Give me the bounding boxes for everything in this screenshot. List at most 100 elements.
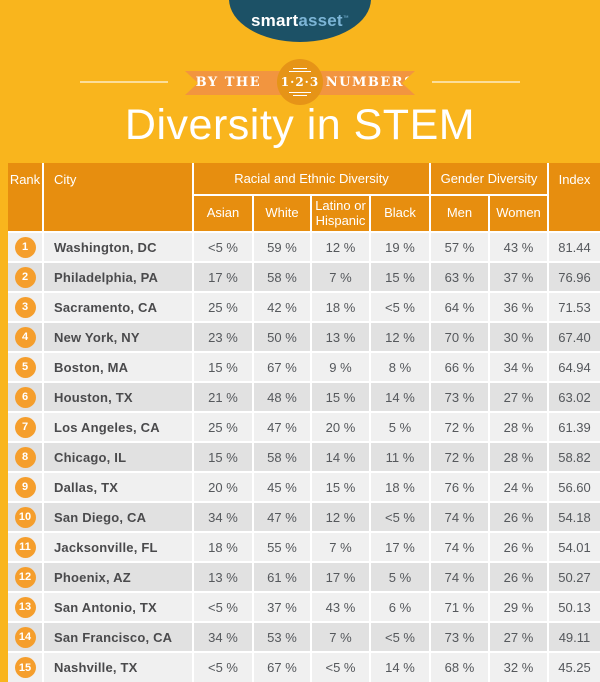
table-row: 4 New York, NY 23 % 50 % 13 % 12 % 70 % … [7,321,600,353]
decorative-line [293,95,307,96]
latino-cell: 9 % [310,351,371,383]
city-cell: San Francisco, CA [42,621,194,653]
rank-cell: 13 [7,591,44,623]
men-cell: 73 % [429,381,490,413]
women-cell: 37 % [488,261,549,293]
black-cell: 14 % [369,651,431,682]
smartasset-logo-text: smartasset™ [251,11,349,31]
index-cell: 54.01 [547,531,600,563]
page-title: Diversity in STEM [124,101,476,149]
men-cell: 70 % [429,321,490,353]
black-cell: 11 % [369,441,431,473]
asian-cell: <5 % [192,591,254,623]
black-cell: <5 % [369,291,431,323]
white-cell: 67 % [252,351,312,383]
black-cell: 18 % [369,471,431,503]
trademark-symbol: ™ [342,15,349,22]
white-cell: 59 % [252,231,312,263]
table-row: 15 Nashville, TX <5 % 67 % <5 % 14 % 68 … [7,651,600,682]
rank-cell: 6 [7,381,44,413]
ribbon-right-label: NUMBERS [325,75,415,90]
city-cell: Nashville, TX [42,651,194,682]
rank-cell: 15 [7,651,44,682]
city-cell: Sacramento, CA [42,291,194,323]
table-row: 7 Los Angeles, CA 25 % 47 % 20 % 5 % 72 … [7,411,600,443]
men-cell: 76 % [429,471,490,503]
white-cell: 55 % [252,531,312,563]
white-cell: 53 % [252,621,312,653]
latino-cell: 15 % [310,471,371,503]
rank-badge: 14 [14,626,36,648]
black-cell: <5 % [369,501,431,533]
table-row: 2 Philadelphia, PA 17 % 58 % 7 % 15 % 63… [7,261,600,293]
women-cell: 26 % [488,561,549,593]
city-cell: Philadelphia, PA [42,261,194,293]
latino-cell: 43 % [310,591,371,623]
men-cell: 74 % [429,501,490,533]
latino-cell: 14 % [310,441,371,473]
asian-cell: 15 % [192,441,254,473]
col-header-index: Index [547,162,600,233]
index-cell: 49.11 [547,621,600,653]
white-cell: 58 % [252,441,312,473]
asian-cell: 25 % [192,411,254,443]
asian-cell: <5 % [192,231,254,263]
logo-text-asset: asset [298,11,343,30]
index-cell: 76.96 [547,261,600,293]
index-cell: 63.02 [547,381,600,413]
city-cell: Los Angeles, CA [42,411,194,443]
rank-cell: 7 [7,411,44,443]
black-cell: 17 % [369,531,431,563]
rank-cell: 4 [7,321,44,353]
rank-cell: 11 [7,531,44,563]
index-cell: 50.13 [547,591,600,623]
group-header-gender-diversity: Gender Diversity [429,162,549,196]
table-row: 14 San Francisco, CA 34 % 53 % 7 % <5 % … [7,621,600,653]
latino-cell: 7 % [310,621,371,653]
men-cell: 66 % [429,351,490,383]
men-cell: 64 % [429,291,490,323]
table-row: 1 Washington, DC <5 % 59 % 12 % 19 % 57 … [7,231,600,263]
women-cell: 26 % [488,501,549,533]
city-cell: Washington, DC [42,231,194,263]
white-cell: 47 % [252,501,312,533]
city-cell: San Antonio, TX [42,591,194,623]
city-cell: San Diego, CA [42,501,194,533]
city-cell: Phoenix, AZ [42,561,194,593]
rank-cell: 14 [7,621,44,653]
table-body: 1 Washington, DC <5 % 59 % 12 % 19 % 57 … [7,231,600,682]
rank-cell: 1 [7,231,44,263]
rank-badge: 5 [14,356,36,378]
decorative-line [293,68,307,69]
ribbon-left-label: BY THE [195,75,262,90]
col-header-asian: Asian [192,194,254,233]
rank-badge: 4 [14,326,36,348]
white-cell: 37 % [252,591,312,623]
rank-badge: 1 [14,236,36,258]
latino-cell: 17 % [310,561,371,593]
latino-cell: 15 % [310,381,371,413]
table-row: 8 Chicago, IL 15 % 58 % 14 % 11 % 72 % 2… [7,441,600,473]
index-cell: 61.39 [547,411,600,443]
asian-cell: 13 % [192,561,254,593]
asian-cell: 18 % [192,531,254,563]
men-cell: 72 % [429,411,490,443]
city-cell: Chicago, IL [42,441,194,473]
asian-cell: 25 % [192,291,254,323]
white-cell: 48 % [252,381,312,413]
men-cell: 68 % [429,651,490,682]
diversity-table: Rank City Racial and Ethnic Diversity Ge… [7,162,600,682]
asian-cell: 15 % [192,351,254,383]
women-cell: 28 % [488,441,549,473]
latino-cell: 20 % [310,411,371,443]
ribbon-side-line-right [432,81,520,83]
rank-badge: 11 [14,536,36,558]
rank-badge: 2 [14,266,36,288]
black-cell: 5 % [369,561,431,593]
table-row: 5 Boston, MA 15 % 67 % 9 % 8 % 66 % 34 %… [7,351,600,383]
col-header-white: White [252,194,312,233]
men-cell: 72 % [429,441,490,473]
latino-cell: <5 % [310,651,371,682]
index-cell: 56.60 [547,471,600,503]
index-cell: 54.18 [547,501,600,533]
